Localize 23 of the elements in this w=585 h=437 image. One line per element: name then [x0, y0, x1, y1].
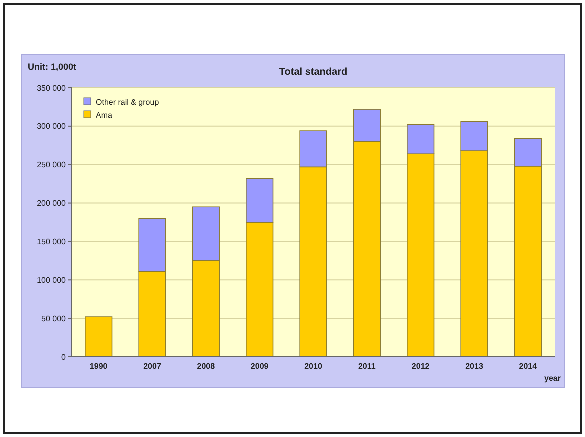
- y-tick-label: 200 000: [37, 199, 67, 208]
- chart-title: Total standard: [279, 67, 348, 78]
- x-tick-label: 2007: [144, 362, 162, 371]
- legend-label: Ama: [96, 111, 113, 120]
- x-tick-label: 2013: [466, 362, 484, 371]
- x-tick-label: 1990: [90, 362, 108, 371]
- legend-label: Other rail & group: [96, 98, 160, 107]
- x-tick-label: 2014: [519, 362, 538, 371]
- bar: [85, 316, 113, 358]
- y-tick-label: 150 000: [37, 238, 67, 247]
- y-tick-label: 0: [62, 352, 67, 362]
- y-tick-label: 100 000: [37, 276, 67, 285]
- y-tick-label: 250 000: [37, 160, 67, 170]
- x-tick-label: 2012: [412, 362, 430, 371]
- x-tick-label: 2010: [304, 362, 323, 371]
- y-axis-title: Unit: 1,000t: [28, 62, 77, 72]
- x-tick-label: 2011: [358, 362, 376, 371]
- y-tick-label: 300 000: [37, 122, 67, 132]
- y-tick-label: 350 000: [37, 84, 67, 93]
- y-tick-label: 50 000: [42, 314, 67, 324]
- x-tick-label: 2008: [197, 362, 216, 371]
- x-tick-label: 2009: [250, 362, 270, 371]
- x-axis-title: year: [544, 374, 561, 383]
